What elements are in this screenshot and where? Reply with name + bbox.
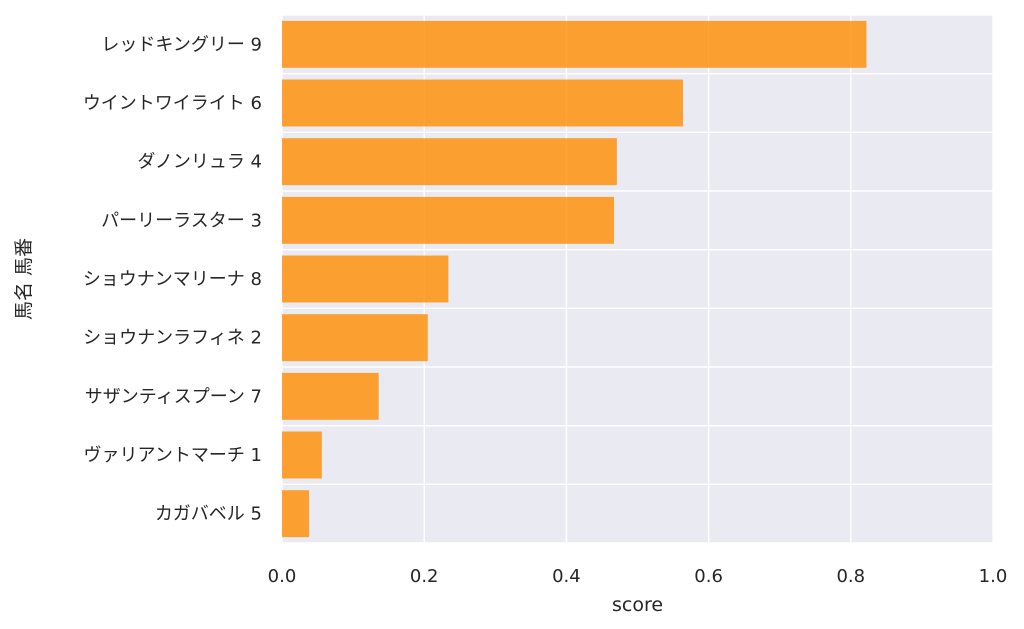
y-tick-label: パーリーラスター 3 [101,210,262,231]
x-tick-label: 0.0 [268,566,297,587]
x-axis-title: score [612,594,663,616]
x-tick-label: 1.0 [979,566,1008,587]
bar [282,490,310,538]
bar [282,138,617,186]
y-tick-labels: レッドキングリー 9 ウイントワイライト 6 ダノンリュラ 4 パーリーラスター 3 シ… [83,34,262,524]
bar [282,431,322,479]
bars [282,20,867,538]
bar [282,372,379,420]
bar [282,196,615,244]
bar [282,20,867,68]
y-tick-label: ウイントワイライト 6 [83,93,262,114]
x-tick-labels: 0.0 0.2 0.4 0.6 0.8 1.0 [268,566,1008,587]
y-tick-label: ヴァリアントマーチ 1 [84,445,262,466]
y-tick-label: カガバベル 5 [155,504,262,525]
y-tick-label: ショウナンラフィネ 2 [83,328,262,349]
x-tick-label: 0.8 [836,566,865,587]
y-tick-label: ショウナンマリーナ 8 [83,269,262,290]
y-axis-title: 馬名 馬番 [13,238,35,320]
y-tick-label: レッドキングリー 9 [101,34,262,55]
bar [282,79,684,127]
x-tick-label: 0.2 [410,566,439,587]
bar [282,255,449,303]
x-tick-label: 0.4 [552,566,581,587]
bar [282,314,428,362]
y-tick-label: サザンティスプーン 7 [85,386,262,407]
y-tick-label: ダノンリュラ 4 [137,152,262,173]
x-tick-label: 0.6 [694,566,723,587]
